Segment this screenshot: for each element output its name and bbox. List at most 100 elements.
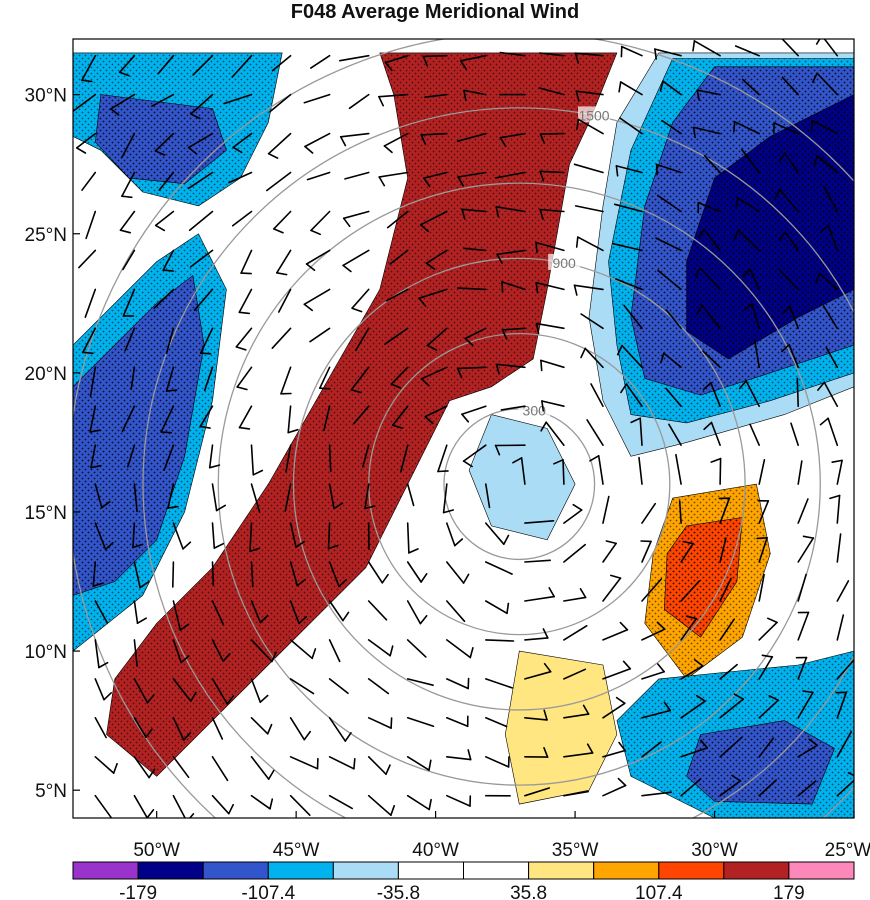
wind-barb-flag — [267, 152, 279, 159]
wind-barb-shaft — [289, 561, 299, 587]
wind-barb-flag — [543, 746, 549, 758]
wind-barb-shaft — [484, 639, 515, 642]
wind-barb-flag — [272, 228, 284, 234]
wind-barb-flag — [208, 464, 221, 469]
wind-barb-shaft — [445, 678, 470, 690]
wind-barb-flag — [540, 421, 548, 432]
wind-barb-shaft — [783, 152, 800, 174]
wind-barb-flag — [378, 176, 386, 187]
wind-barb-shaft — [495, 363, 526, 369]
lat-tick-label: 30°N — [25, 86, 67, 107]
wind-barb-shaft — [94, 483, 103, 509]
wind-barb-shaft — [400, 444, 409, 473]
wind-barb-shaft — [678, 500, 682, 524]
wind-barb-flag — [222, 652, 231, 663]
wind-barb-flag — [350, 388, 362, 394]
wind-barb-shaft — [818, 272, 839, 291]
wind-barb-shaft — [836, 730, 853, 758]
wind-barb-shaft — [199, 405, 214, 428]
wind-barb-shaft — [524, 716, 548, 721]
wind-barb-flag — [422, 55, 429, 67]
colorbar-label: -35.8 — [377, 883, 420, 900]
wind-barb-shaft — [158, 171, 175, 191]
wind-barb-shaft — [456, 132, 487, 142]
wind-barb-shaft — [211, 755, 229, 782]
wind-barb-shaft — [84, 288, 97, 319]
map-title: F048 Average Meridional Wind — [290, 1, 580, 23]
wind-barb-flag — [353, 757, 356, 770]
wind-barb-shaft — [641, 741, 662, 758]
wind-barb-shaft — [361, 444, 370, 468]
wind-barb-shaft — [719, 457, 722, 485]
wind-barb-flag — [259, 694, 269, 704]
wind-barb-shaft — [89, 405, 97, 433]
wind-barb-shaft — [535, 281, 565, 291]
wind-barb-shaft — [575, 90, 604, 96]
wind-barb-shaft — [211, 794, 230, 815]
colorbar-swatch — [788, 861, 855, 880]
wind-barb-shaft — [133, 639, 138, 667]
wind-barb-shaft — [172, 600, 182, 631]
wind-barb-flag — [495, 363, 500, 375]
wind-barb-shaft — [110, 93, 136, 110]
ring-label: 900 — [552, 255, 576, 271]
wind-barb-shaft — [208, 444, 214, 469]
wind-barb-shaft — [784, 231, 800, 252]
wind-barb-shaft — [367, 716, 392, 729]
wind-barb-shaft — [740, 148, 761, 174]
lat-tick-label: 20°N — [25, 364, 67, 385]
wind-barb-flag — [103, 691, 112, 701]
wind-barb-shaft — [287, 405, 292, 434]
wind-barb-shaft — [153, 288, 175, 310]
wind-barb-shaft — [188, 210, 214, 232]
wind-barb-flag — [271, 651, 277, 663]
map-plot-area: 300 900 1500 — [73, 39, 854, 818]
wind-barb-flag — [104, 541, 114, 551]
wind-barb-shaft — [236, 366, 253, 388]
wind-barb-flag — [190, 113, 201, 120]
wind-barb-flag — [235, 346, 247, 351]
wind-barb-shaft — [675, 453, 682, 485]
wind-barb-flag — [390, 804, 396, 817]
wind-barb-shaft — [501, 327, 526, 331]
wind-barb-shaft — [391, 405, 409, 427]
wind-barb-shaft — [419, 210, 448, 226]
wind-barb-flag — [342, 611, 350, 622]
wind-barb-shaft — [524, 787, 551, 797]
wind-barb-flag — [774, 188, 781, 200]
wind-barb-flag — [742, 268, 751, 278]
wind-barb-shaft — [719, 736, 743, 758]
wind-barb-shaft — [94, 600, 108, 624]
wind-barb-flag — [541, 400, 545, 412]
wind-barb-shaft — [228, 171, 253, 184]
wind-barb-shaft — [797, 744, 819, 758]
wind-barb-shaft — [778, 269, 800, 291]
wind-barb-flag — [733, 229, 740, 241]
wind-barb-flag — [575, 90, 580, 102]
wind-barb-flag — [238, 426, 251, 430]
wind-barb-flag — [426, 344, 438, 351]
wind-barb-shaft — [459, 54, 487, 62]
wind-barb-shaft — [563, 752, 594, 758]
wind-barb-shaft — [289, 678, 315, 695]
wind-barb-shaft — [590, 383, 604, 408]
wind-barb-shaft — [289, 794, 311, 817]
wind-barb-shaft — [309, 54, 331, 69]
wind-barb-flag — [582, 704, 590, 715]
wind-barb-shaft — [406, 794, 431, 811]
wind-barb-shaft — [827, 417, 839, 447]
wind-barb-shaft — [602, 784, 627, 797]
ring-label-background — [548, 253, 581, 270]
wind-barb-flag — [298, 615, 308, 625]
wind-barb-shaft — [563, 713, 590, 719]
wind-barb-flag — [778, 231, 786, 242]
wind-barb-flag — [693, 658, 704, 667]
wind-barb-shaft — [309, 327, 331, 343]
wind-barb-flag — [656, 621, 666, 631]
wind-barb-flag — [543, 662, 552, 673]
wind-barb-shaft — [124, 327, 136, 352]
wind-barb-shaft — [758, 573, 765, 602]
lat-tick-label: 15°N — [25, 503, 67, 524]
wind-barb-shaft — [703, 228, 721, 252]
